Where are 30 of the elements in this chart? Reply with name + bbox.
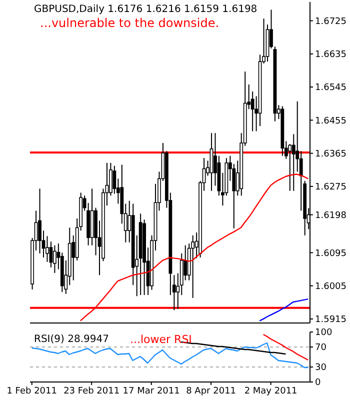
y-tick-label: 1.6365 (315, 149, 346, 160)
y-tick-label: 70 (315, 343, 327, 354)
y-tick-label: 0 (315, 378, 321, 388)
y-tick-label: 1.6005 (315, 282, 346, 292)
y-tick-label: 100 (315, 328, 332, 338)
y-tick-label: 1.6198 (315, 210, 347, 221)
candlestick (38, 188, 42, 254)
x-tick-label: 2 May 2011 (244, 386, 298, 396)
y-tick-label: 1.6545 (315, 83, 346, 94)
y-tick-label: 1.6725 (315, 16, 346, 27)
y-tick-label: 1.6275 (315, 182, 346, 193)
line-series (262, 334, 309, 361)
line-series (31, 342, 309, 368)
x-tick-label: 1 Feb 2011 (6, 386, 58, 396)
candlestick (53, 244, 56, 274)
y-tick-label: 1.5915 (315, 315, 346, 326)
y-tick-label: 1.6635 (315, 50, 346, 60)
x-tick-label: 8 Apr 2011 (186, 386, 236, 396)
y-tick-label: 1.6095 (315, 248, 346, 259)
y-tick-label: 1.6455 (315, 116, 346, 126)
x-tick-label: 23 Feb 2011 (64, 386, 120, 396)
line-series (259, 298, 309, 322)
chart-title: GBPUSD,Daily 1.6176 1.6216 1.6159 1.6198 (34, 4, 258, 15)
x-tick-label: 17 Mar 2011 (122, 386, 180, 396)
annotation: ...vulnerable to the downside. (40, 16, 220, 30)
candlestick (191, 234, 195, 298)
annotation: ...lower RSI (130, 333, 192, 346)
candlestick (288, 144, 292, 192)
chart-title: RSI(9) 28.9947 (34, 334, 109, 345)
y-tick-label: 30 (315, 363, 327, 374)
